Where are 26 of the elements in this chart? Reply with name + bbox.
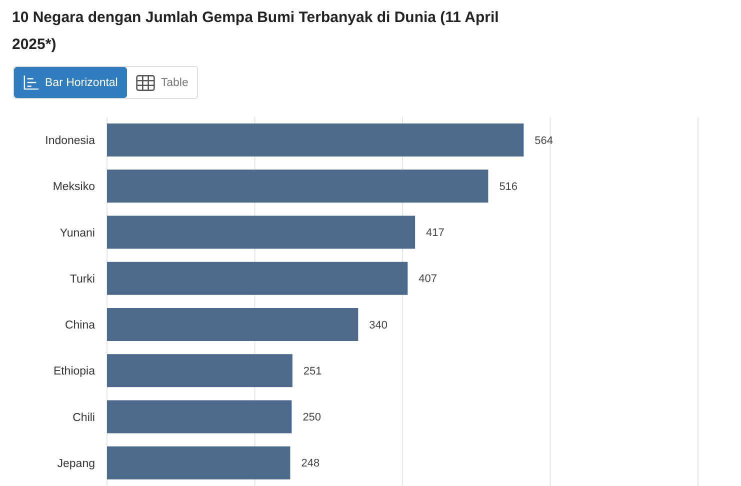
bar (107, 308, 358, 341)
y-tick-label: Jepang (57, 458, 95, 470)
y-tick-label: Turki (70, 273, 95, 286)
y-tick-label: Ethiopia (53, 366, 96, 378)
data-label: 564 (534, 134, 554, 147)
y-tick-label: Yunani (60, 227, 95, 240)
bar (107, 123, 524, 156)
bar (107, 354, 292, 388)
bar (107, 262, 408, 295)
bar (107, 170, 488, 203)
bar (107, 446, 290, 480)
y-tick-label: Meksiko (52, 181, 95, 194)
y-tick-label: China (64, 320, 96, 332)
data-label: 340 (369, 319, 388, 332)
data-label: 407 (418, 273, 438, 286)
y-tick-label: Chili (72, 412, 95, 424)
data-label: 251 (303, 365, 322, 378)
data-label: 516 (499, 180, 518, 193)
y-tick-label: Indonesia (45, 135, 96, 148)
data-label: 417 (426, 227, 444, 240)
data-label: 250 (302, 412, 322, 424)
button: Bar Horizontal (14, 67, 127, 98)
chart-title: 10 Negara dengan Jumlah Gempa Bumi Terbanyak di Dunia (11 April 2025*) (12, 8, 500, 55)
data-label: 248 (301, 458, 320, 470)
bar (107, 216, 416, 249)
bar (107, 400, 292, 434)
